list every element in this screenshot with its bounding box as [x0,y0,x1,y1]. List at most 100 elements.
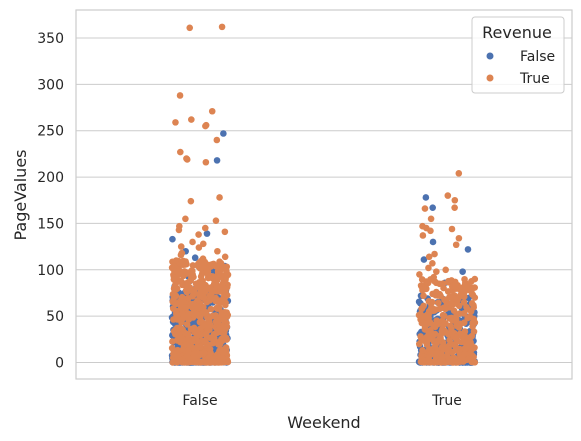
data-point-revenue-true [436,305,444,312]
data-point-revenue-true [443,352,451,360]
data-point-revenue-true [433,317,441,324]
data-point-revenue-true [170,296,177,303]
data-point-revenue-true [448,225,456,233]
data-point-revenue-true [178,271,186,278]
data-point-revenue-true [190,273,197,281]
data-point-revenue-false [459,268,466,275]
data-point-revenue-true [436,280,443,288]
data-point-revenue-false [422,194,430,201]
data-point-revenue-true [461,275,468,283]
data-point-revenue-true [208,289,215,297]
y-tick-label: 300 [37,77,64,93]
data-point-revenue-true [468,332,476,340]
data-point-revenue-true [450,307,458,314]
data-point-revenue-true [460,310,468,317]
data-point-revenue-true [193,310,201,318]
data-point-revenue-true [468,345,476,353]
legend-box [471,16,565,94]
data-point-revenue-true [189,262,197,269]
x-axis-title: Weekend [287,413,360,432]
data-point-revenue-true [176,92,184,99]
data-point-revenue-true [436,290,443,298]
data-point-revenue-true [214,247,221,255]
data-point-revenue-true [454,296,461,304]
data-point-revenue-true [418,305,426,312]
data-point-revenue-true [206,345,214,353]
data-point-revenue-true [193,358,201,366]
data-point-revenue-true [444,192,452,199]
data-point-revenue-true [219,279,227,287]
data-point-revenue-true [182,215,189,223]
legend-title: Revenue [482,23,552,42]
data-point-revenue-true [169,338,176,345]
data-point-revenue-true [175,331,183,338]
data-point-revenue-true [460,330,468,338]
data-point-revenue-true [452,333,459,341]
data-point-revenue-true [421,320,429,328]
data-point-revenue-true [470,319,477,327]
data-point-revenue-true [213,277,221,284]
data-point-revenue-true [188,116,195,123]
data-point-revenue-true [446,294,453,301]
data-point-revenue-true [460,298,468,306]
data-point-revenue-true [445,331,452,338]
data-point-revenue-true [459,356,466,363]
data-point-revenue-true [197,343,204,351]
data-point-revenue-true [427,227,434,235]
data-point-revenue-true [223,309,230,316]
y-tick-label: 150 [37,216,64,232]
y-tick-label: 100 [37,263,64,279]
data-point-revenue-true [419,346,426,354]
x-axis-ticks: False True [182,393,461,409]
data-point-revenue-true [187,301,195,308]
data-point-revenue-true [195,244,203,251]
data-point-revenue-true [186,24,194,32]
data-point-revenue-true [208,107,216,115]
data-point-revenue-true [216,340,224,348]
y-tick-label: 350 [37,31,64,47]
data-point-revenue-true [185,349,192,356]
legend: Revenue False True [471,16,565,94]
legend-label-false: False [520,49,555,65]
data-point-revenue-false [420,256,428,263]
data-point-revenue-true [199,255,207,262]
data-point-revenue-true [425,264,432,272]
data-point-revenue-true [214,305,221,312]
data-point-revenue-true [184,269,192,277]
data-point-revenue-true [207,295,215,303]
data-point-revenue-true [177,251,185,259]
data-point-revenue-true [219,296,226,304]
y-tick-label: 0 [55,356,64,372]
data-point-revenue-true [202,122,209,130]
data-point-revenue-true [183,156,191,163]
data-point-revenue-true [435,299,442,307]
data-point-revenue-true [207,305,215,313]
data-point-revenue-true [421,356,428,364]
data-point-revenue-true [187,197,195,205]
data-point-revenue-true [421,313,429,320]
data-point-revenue-true [185,316,192,323]
data-point-revenue-true [218,23,226,31]
data-point-revenue-true [446,315,453,322]
y-tick-label: 50 [46,309,64,325]
data-point-revenue-true [189,238,196,246]
data-point-revenue-true [466,286,474,294]
data-point-revenue-true [216,258,223,265]
data-point-revenue-true [191,288,198,296]
data-point-revenue-true [452,283,459,290]
data-point-revenue-true [421,285,428,293]
data-point-revenue-true [428,350,435,357]
data-point-revenue-true [451,196,459,204]
data-point-revenue-true [466,313,474,320]
data-point-revenue-true [196,331,204,339]
data-point-revenue-true [172,119,179,126]
data-point-revenue-true [442,266,450,274]
data-point-revenue-true [437,334,444,342]
plot-frame [75,9,573,380]
data-point-revenue-true [199,263,206,270]
data-point-revenue-true [170,350,177,358]
data-point-revenue-true [214,298,221,306]
data-point-revenue-true [191,335,199,343]
data-point-revenue-true [425,253,433,261]
data-point-revenue-false [213,157,221,164]
